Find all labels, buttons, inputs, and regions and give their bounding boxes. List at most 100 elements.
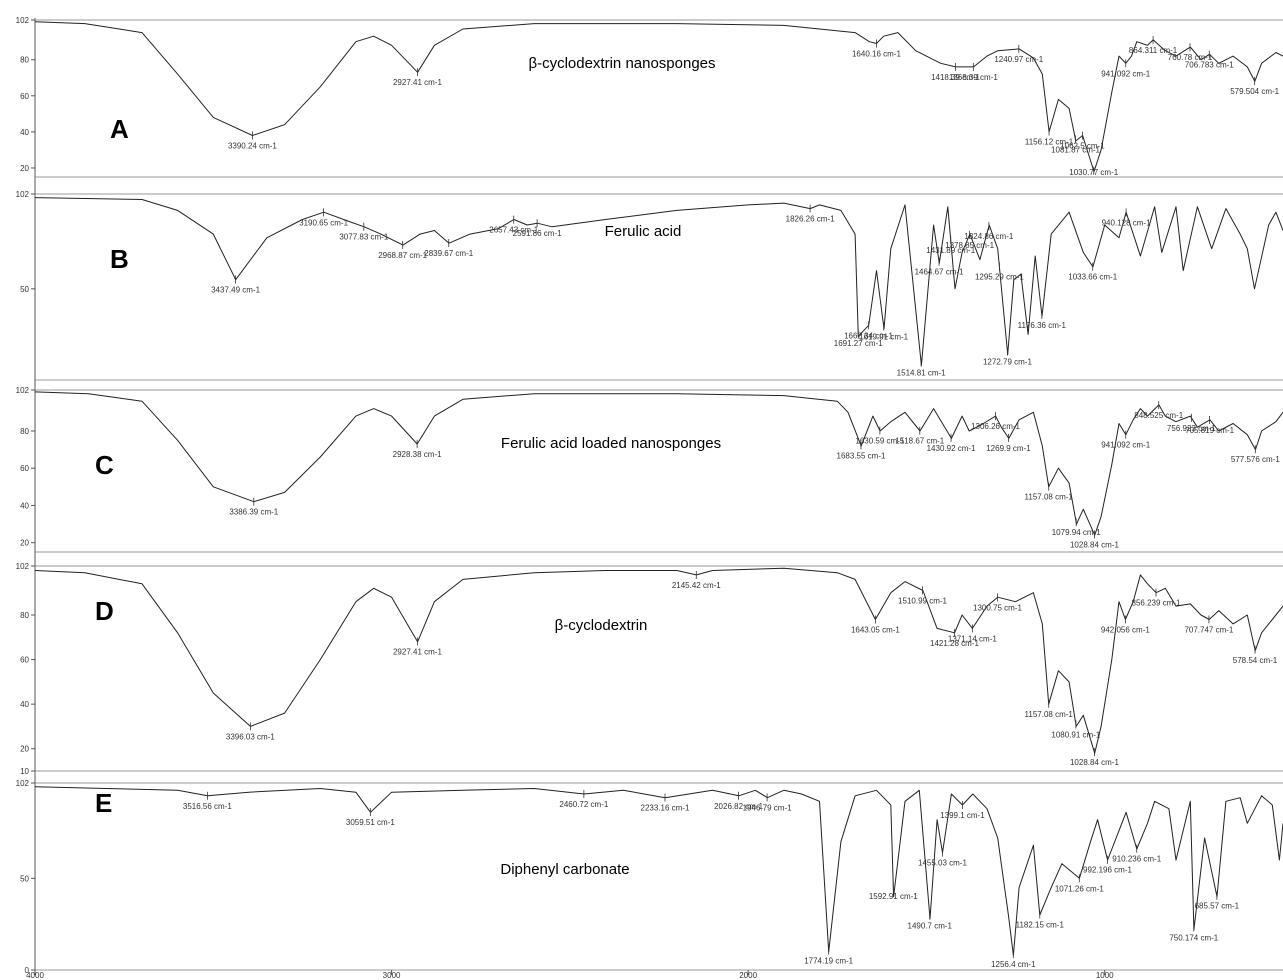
panel-letter-d: D bbox=[95, 596, 114, 626]
y-tick-label: 50 bbox=[20, 874, 29, 883]
x-tick-label: 1000 bbox=[1096, 971, 1114, 980]
peak-label: 750.174 cm-1 bbox=[1169, 933, 1218, 942]
peak-label: 579.504 cm-1 bbox=[1230, 87, 1279, 96]
y-tick-label: 20 bbox=[20, 164, 29, 173]
peak-label: 1157.08 cm-1 bbox=[1025, 493, 1074, 502]
peak-label: 1640.16 cm-1 bbox=[852, 49, 901, 58]
peak-label: 864.311 cm-1 bbox=[1129, 46, 1178, 55]
x-tick-label: 4000 bbox=[26, 971, 44, 980]
peak-label: 2927.41 cm-1 bbox=[393, 648, 442, 657]
peak-label: 1182.15 cm-1 bbox=[1016, 920, 1065, 929]
peak-label: 1062.5 cm-1 bbox=[1060, 142, 1105, 151]
peak-label: 2591.86 cm-1 bbox=[513, 229, 562, 238]
peak-label: 1774.19 cm-1 bbox=[804, 957, 853, 966]
peak-label: 1430.92 cm-1 bbox=[927, 444, 976, 453]
peak-label: 1030.77 cm-1 bbox=[1069, 168, 1118, 177]
peak-label: 1630.59 cm-1 bbox=[855, 437, 904, 446]
peak-label: 1431.89 cm-1 bbox=[926, 246, 975, 255]
peak-label: 1028.84 cm-1 bbox=[1070, 541, 1119, 550]
peak-label: 1518.67 cm-1 bbox=[895, 437, 944, 446]
peak-label: 2657.43 cm-1 bbox=[489, 226, 538, 235]
peak-label: 1071.26 cm-1 bbox=[1055, 884, 1104, 893]
peak-label: 756.923 cm-1 bbox=[1167, 424, 1216, 433]
panel-title: β-cyclodextrin nanosponges bbox=[528, 55, 715, 72]
peak-label: 1081.87 cm-1 bbox=[1051, 145, 1100, 154]
y-tick-label: 60 bbox=[20, 92, 29, 101]
peak-label: 1306.26 cm-1 bbox=[971, 422, 1020, 431]
y-tick-label: 102 bbox=[16, 779, 30, 788]
spectrum-line bbox=[34, 197, 1283, 366]
peak-label: 1643.05 cm-1 bbox=[851, 625, 900, 634]
peak-label: 1033.66 cm-1 bbox=[1068, 273, 1117, 282]
peak-label: 2460.72 cm-1 bbox=[559, 800, 608, 809]
peak-label: 2233.16 cm-1 bbox=[641, 804, 690, 813]
peak-label: 3386.39 cm-1 bbox=[229, 508, 278, 517]
peak-label: 941.092 cm-1 bbox=[1101, 441, 1150, 450]
y-tick-label: 60 bbox=[20, 656, 29, 665]
peak-label: 705.819 cm-1 bbox=[1185, 426, 1234, 435]
peak-label: 2839.67 cm-1 bbox=[424, 249, 473, 258]
peak-label: 1399.1 cm-1 bbox=[940, 811, 985, 820]
peak-label: 856.239 cm-1 bbox=[1132, 599, 1181, 608]
peak-label: 992.196 cm-1 bbox=[1083, 866, 1132, 875]
peak-label: 1269.9 cm-1 bbox=[986, 444, 1031, 453]
panel-letter-a: A bbox=[110, 114, 129, 144]
peak-label: 3516.56 cm-1 bbox=[183, 802, 232, 811]
peak-label: 2145.42 cm-1 bbox=[672, 581, 721, 590]
y-tick-label: 20 bbox=[20, 539, 29, 548]
spectrum-panel-a: 20 40 60 80 102 3390.24 cm-1 2927.41 cm-1 1640.… bbox=[16, 16, 1283, 178]
peak-label: 1080.91 cm-1 bbox=[1051, 730, 1100, 739]
peak-label: 577.576 cm-1 bbox=[1231, 455, 1280, 464]
y-tick-label: 40 bbox=[20, 128, 29, 137]
peak-label: 1256.4 cm-1 bbox=[991, 960, 1036, 969]
y-tick-label: 80 bbox=[20, 56, 29, 65]
spectrum-panel-e: 0 50 102 3516.56 cm-1 3059.51 cm-1 2460.72 cm… bbox=[16, 779, 1283, 975]
peak-label: 1368.39 cm-1 bbox=[949, 73, 998, 82]
peak-label: 940.128 cm-1 bbox=[1102, 218, 1151, 227]
y-tick-label: 20 bbox=[20, 745, 29, 754]
peak-label: 3390.24 cm-1 bbox=[228, 141, 277, 150]
peak-label: 1683.55 cm-1 bbox=[837, 451, 886, 460]
peak-label: 1490.7 cm-1 bbox=[908, 922, 953, 931]
peak-label: 1464.67 cm-1 bbox=[915, 268, 964, 277]
panel-letter-e: E bbox=[95, 788, 112, 818]
peak-label: 760.78 cm-1 bbox=[1168, 53, 1213, 62]
peak-label: 1418.39 cm-1 bbox=[931, 73, 980, 82]
spectrum-panel-c: 20 40 60 80 102 3386.39 cm-1 2928.38 cm-1 1683.… bbox=[16, 386, 1283, 553]
peak-label: 1619.91 cm-1 bbox=[859, 332, 908, 341]
spectrum-line bbox=[34, 786, 1283, 956]
panel-title: Ferulic acid bbox=[605, 223, 682, 240]
y-tick-label: 102 bbox=[16, 16, 30, 25]
y-tick-label: 102 bbox=[16, 386, 30, 395]
peak-label: 1592.91 cm-1 bbox=[869, 892, 918, 901]
x-tick-label: 2000 bbox=[739, 971, 757, 980]
peak-label: 1324.86 cm-1 bbox=[964, 232, 1013, 241]
peak-label: 1240.97 cm-1 bbox=[994, 55, 1043, 64]
spectrum-line bbox=[34, 567, 1283, 754]
peak-label: 706.783 cm-1 bbox=[1185, 60, 1234, 69]
y-tick-label: 40 bbox=[20, 700, 29, 709]
panel-title: Diphenyl carbonate bbox=[500, 861, 629, 878]
spectrum-panel-b: 50 102 3437.49 cm-1 3190.65 cm-1 3077.83 cm-… bbox=[16, 190, 1283, 381]
peak-label: 1156.12 cm-1 bbox=[1025, 138, 1074, 147]
x-tick-label: 3000 bbox=[383, 971, 401, 980]
peak-label: 3059.51 cm-1 bbox=[346, 818, 395, 827]
panel-title: β-cyclodextrin bbox=[555, 617, 648, 634]
y-tick-label: 80 bbox=[20, 427, 29, 436]
peak-label: 1176.36 cm-1 bbox=[1018, 321, 1067, 330]
peak-label: 3190.65 cm-1 bbox=[299, 218, 348, 227]
spectrum-panel-d: 10 20 40 60 80 102 3396.03 cm-1 2927.41 cm-1 214… bbox=[16, 562, 1283, 776]
peak-label: 2968.87 cm-1 bbox=[378, 251, 427, 260]
y-tick-label: 0 bbox=[25, 966, 30, 975]
y-tick-label: 80 bbox=[20, 611, 29, 620]
peak-label: 1421.28 cm-1 bbox=[930, 639, 979, 648]
peak-label: 3437.49 cm-1 bbox=[211, 285, 260, 294]
y-tick-label: 40 bbox=[20, 501, 29, 510]
peak-label: 1295.29 cm-1 bbox=[975, 272, 1024, 281]
peak-label: 1378.85 cm-1 bbox=[945, 241, 994, 250]
peak-label: 1028.84 cm-1 bbox=[1070, 758, 1119, 767]
peak-label: 3077.83 cm-1 bbox=[339, 233, 388, 242]
y-tick-label: 102 bbox=[16, 562, 30, 571]
peak-label: 1514.81 cm-1 bbox=[897, 369, 946, 378]
